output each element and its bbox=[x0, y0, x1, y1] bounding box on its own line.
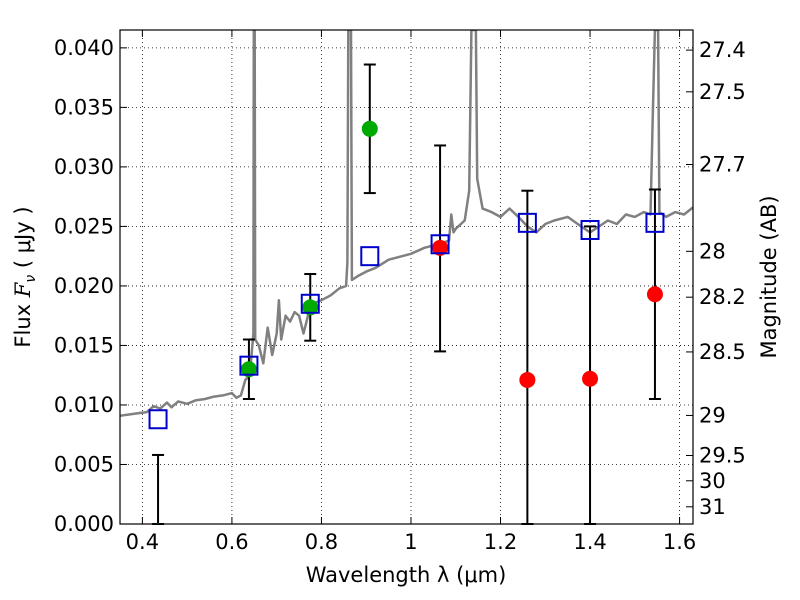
y2-tick-label: 30 bbox=[699, 469, 726, 493]
green-point bbox=[302, 299, 319, 316]
model-box bbox=[300, 293, 320, 314]
plot-frame bbox=[119, 29, 694, 525]
spectrum-path bbox=[120, 30, 693, 417]
y2-tick-label: 28 bbox=[699, 239, 726, 263]
y-tick-label: 0.000 bbox=[54, 512, 114, 536]
x-tick-label: 1.6 bbox=[663, 530, 696, 554]
red-point bbox=[582, 370, 599, 387]
model-box bbox=[430, 234, 450, 255]
model-box bbox=[239, 355, 259, 376]
green-point bbox=[361, 120, 378, 137]
y-tick-label: 0.035 bbox=[54, 95, 114, 119]
x-tick-label: 1.4 bbox=[573, 530, 606, 554]
grid bbox=[120, 30, 693, 525]
spectrum-line bbox=[120, 30, 693, 417]
error-bars bbox=[152, 63, 661, 525]
data-points bbox=[154, 120, 663, 524]
red-point bbox=[646, 286, 663, 303]
model-box bbox=[360, 246, 380, 267]
model-boxes bbox=[148, 212, 665, 430]
y-tick-label: 0.005 bbox=[54, 452, 114, 476]
y-axis-title-symbol: F bbox=[11, 281, 35, 298]
y-tick-label: 0.030 bbox=[54, 155, 114, 179]
y-ticks: 0.000 0.005 0.010 0.015 0.020 0.025 0.030 0.035… bbox=[54, 36, 127, 536]
y-axis-title-sub: ν bbox=[23, 275, 39, 283]
x-tick-label: 0.8 bbox=[305, 530, 338, 554]
model-box bbox=[645, 212, 665, 233]
x-tick-label: 0.4 bbox=[126, 530, 159, 554]
y-tick-label: 0.025 bbox=[54, 214, 114, 238]
y2-axis-title: Magnitude (AB) bbox=[757, 195, 781, 358]
y2-tick-label: 28.2 bbox=[699, 285, 746, 309]
red-point bbox=[432, 239, 449, 256]
x-tick-label: 0.6 bbox=[215, 530, 248, 554]
x-axis-title: Wavelength λ (μm) bbox=[306, 563, 507, 587]
y2-tick-label: 29.5 bbox=[699, 444, 746, 468]
model-box bbox=[148, 409, 168, 430]
red-point bbox=[519, 371, 536, 388]
model-box bbox=[580, 219, 600, 240]
model-box bbox=[517, 212, 537, 233]
y-axis-title: Flux Fν ( μJy ) bbox=[11, 206, 39, 347]
y2-tick-label: 29 bbox=[699, 403, 726, 427]
y-axis-title-prefix: Flux bbox=[11, 297, 35, 347]
y2-tick-label: 27.4 bbox=[699, 38, 746, 62]
y2-tick-label: 31 bbox=[699, 495, 726, 519]
x-tick-label: 1.2 bbox=[484, 530, 517, 554]
y-tick-label: 0.020 bbox=[54, 274, 114, 298]
green-point bbox=[240, 361, 257, 378]
y-axis-title-suffix: ( μJy ) bbox=[11, 206, 35, 274]
y2-tick-label: 27.5 bbox=[699, 80, 746, 104]
y-tick-label: 0.015 bbox=[54, 333, 114, 357]
y2-tick-label: 27.7 bbox=[699, 153, 746, 177]
x-ticks: 0.4 0.6 0.8 1 1.2 1.4 1.6 bbox=[126, 30, 696, 554]
x-tick-label: 1 bbox=[404, 530, 417, 554]
y-tick-label: 0.040 bbox=[54, 36, 114, 60]
y-tick-label: 0.010 bbox=[54, 393, 114, 417]
y2-tick-label: 28.5 bbox=[699, 340, 746, 364]
